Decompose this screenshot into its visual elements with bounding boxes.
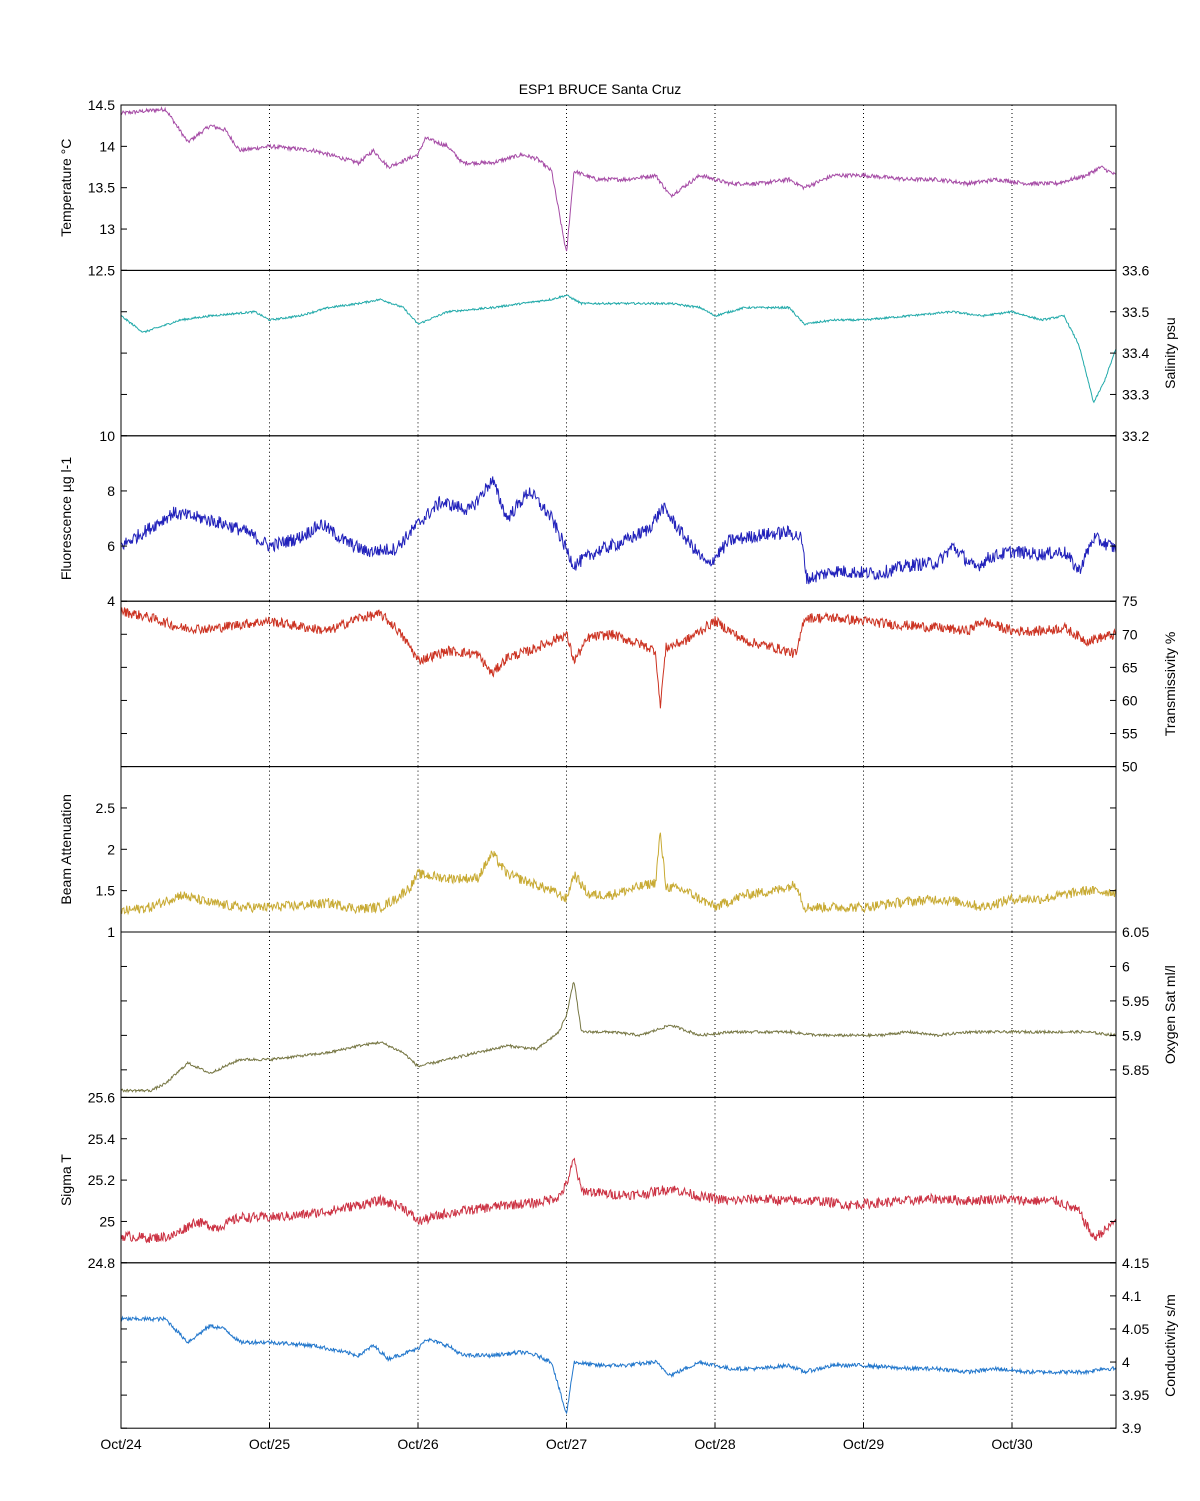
panel-salinity: 33.2 33.3 33.4 33.5 33.6 Salinity psu [120,262,1178,444]
y-tick-label: 4.05 [1122,1321,1149,1337]
y-tick-label: 10 [99,428,115,444]
y-tick-label: 4.1 [1122,1288,1142,1304]
series-line-salinity [120,294,1117,404]
panel-fluorescence: 4 6 8 10 Fluorescence µg l-1 [58,428,1117,609]
panel-beam-attenuation: 1 1.5 2 2.5 Beam Attenuation [58,766,1117,940]
y-tick-label: 3.9 [1122,1420,1142,1436]
panel-frame [120,435,1117,602]
x-tick-label: Oct/27 [546,1436,587,1452]
y-tick-label: 24.8 [88,1255,115,1271]
panel-frame [120,600,1117,768]
y-tick-label: 6.05 [1122,924,1149,940]
y-axis-label: Temperature °C [58,139,74,237]
y-tick-label: 1.5 [96,883,116,899]
y-axis-label: Fluorescence µg l-1 [58,457,74,580]
y-tick-label: 4 [1122,1354,1130,1370]
y-tick-label: 25.4 [88,1131,115,1147]
y-axis-label: Transmissivity % [1162,632,1178,737]
y-axis-label: Oxygen Sat ml/l [1162,965,1178,1064]
y-tick-label: 4.15 [1122,1255,1149,1271]
y-tick-label: 12.5 [88,262,115,278]
series-line-temperature [120,106,1117,252]
panel-transmissivity: 50 55 60 65 70 75 Transmissivity % [120,593,1178,775]
panel-conductivity: 3.9 3.95 4 4.05 4.1 4.15 Conductivity s/m [120,1255,1178,1436]
y-axis-label: Sigma T [58,1154,74,1206]
y-tick-label: 60 [1122,692,1138,708]
panel-frame [120,1262,1117,1429]
y-tick-label: 2 [107,841,115,857]
y-tick-label: 70 [1122,626,1138,642]
y-axis-label: Conductivity s/m [1162,1294,1178,1397]
y-tick-label: 8 [107,483,115,499]
panel-frame [120,104,1117,271]
y-axis-label: Salinity psu [1162,317,1178,389]
panel-sigma-t: 24.8 25 25.2 25.4 25.6 Sigma T [58,1089,1117,1271]
y-tick-label: 1 [107,924,115,940]
y-tick-label: 3.95 [1122,1387,1149,1403]
y-tick-label: 33.2 [1122,428,1149,444]
y-tick-label: 5.95 [1122,993,1149,1009]
x-tick-label: Oct/25 [249,1436,290,1452]
y-tick-label: 14.5 [88,97,115,113]
series-line-oxygen-sat [120,981,1117,1094]
series-line-sigma-t [120,1157,1117,1244]
y-tick-label: 33.4 [1122,345,1149,361]
y-tick-label: 2.5 [96,800,116,816]
panel-frame [120,269,1117,437]
series-line-conductivity [120,1315,1117,1415]
series-line-fluorescence [120,476,1117,585]
x-tick-label: Oct/29 [843,1436,884,1452]
series-line-beam-attenuation [120,832,1117,916]
x-tick-label: Oct/30 [991,1436,1032,1452]
panel-temperature: 12.5 13 13.5 14 14.5 Temperature °C [58,97,1117,278]
y-tick-label: 25.2 [88,1172,115,1188]
x-tick-label: Oct/28 [694,1436,735,1452]
y-tick-label: 33.3 [1122,386,1149,402]
panel-oxygen-sat: 5.85 5.9 5.95 6 6.05 Oxygen Sat ml/l [120,924,1178,1098]
chart-title: ESP1 BRUCE Santa Cruz [519,81,682,97]
y-tick-label: 25 [99,1213,115,1229]
y-tick-label: 13 [99,221,115,237]
y-tick-label: 5.85 [1122,1062,1149,1078]
y-tick-label: 5.9 [1122,1027,1142,1043]
series-line-transmissivity [120,607,1117,709]
y-tick-label: 33.6 [1122,262,1149,278]
x-tick-label: Oct/26 [397,1436,438,1452]
y-tick-label: 25.6 [88,1089,115,1105]
y-tick-label: 55 [1122,726,1138,742]
y-tick-label: 14 [99,138,115,154]
y-axis-label: Beam Attenuation [58,794,74,905]
x-tick-label: Oct/24 [100,1436,141,1452]
y-tick-label: 75 [1122,593,1138,609]
panel-frame [120,1096,1117,1264]
y-tick-label: 50 [1122,759,1138,775]
y-tick-label: 13.5 [88,180,115,196]
y-tick-label: 33.5 [1122,304,1149,320]
y-tick-label: 65 [1122,659,1138,675]
y-tick-label: 6 [1122,958,1130,974]
y-tick-label: 4 [107,593,115,609]
y-tick-label: 6 [107,538,115,554]
panel-frame [120,931,1117,1098]
x-axis: Oct/24 Oct/25 Oct/26 Oct/27 Oct/28 Oct/29 Oct/… [100,1422,1033,1452]
